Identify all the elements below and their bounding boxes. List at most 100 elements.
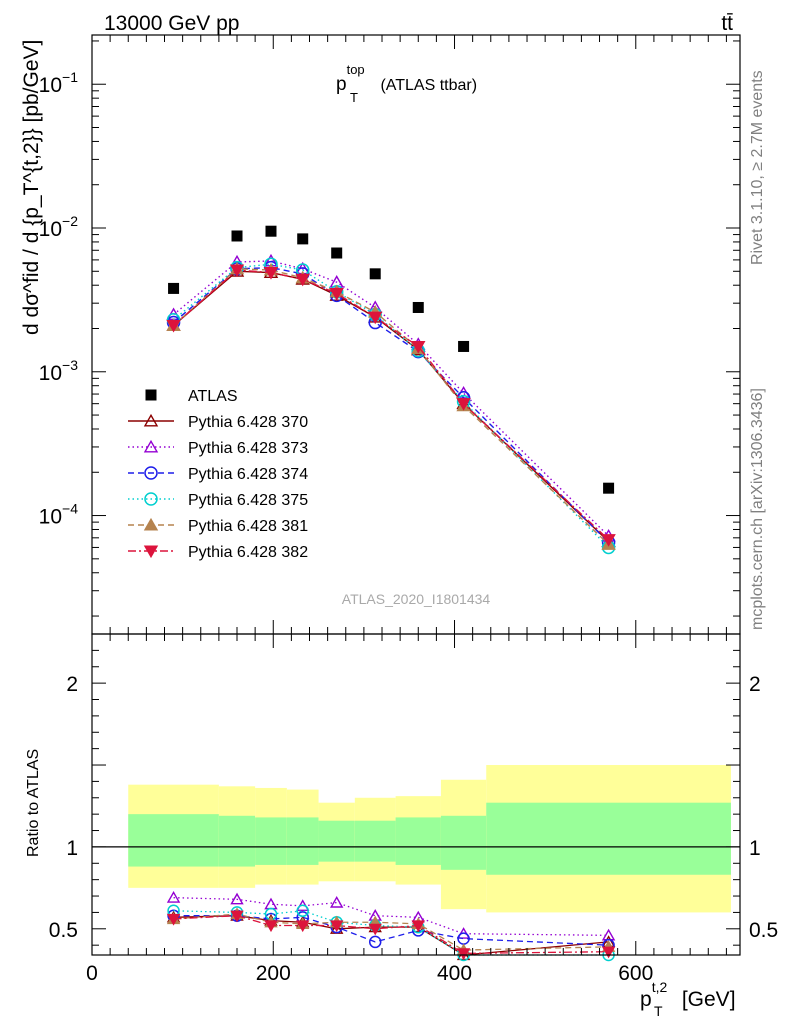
ratio-series-point xyxy=(368,923,382,936)
data-point xyxy=(458,340,470,352)
title-main: p xyxy=(336,74,347,95)
mcplots-label: mcplots.cern.ch [arXiv:1306.3436] xyxy=(749,388,766,630)
uncertainty-band-green xyxy=(354,820,396,862)
uncertainty-band-green xyxy=(395,817,441,865)
ratio-y-tick-label: 2 xyxy=(749,673,761,696)
ratio-y-tick-label: 0.5 xyxy=(49,919,78,942)
ratio-series-point xyxy=(329,920,344,933)
legend-label: Pythia 6.428 370 xyxy=(188,414,308,431)
series-point xyxy=(601,534,616,547)
data-point xyxy=(231,230,243,242)
data-point xyxy=(265,225,277,237)
series-point xyxy=(411,340,426,354)
y-tick-exponent: −1 xyxy=(62,69,78,85)
legend-marker xyxy=(144,466,158,480)
x-label-sub: T xyxy=(654,1003,663,1019)
x-tick-label: 0 xyxy=(86,962,98,985)
title-sup: top xyxy=(347,62,365,77)
ratio-y-tick-label: 1 xyxy=(66,837,78,860)
data-point xyxy=(168,282,180,294)
y-tick-label: 10−4 xyxy=(39,501,79,529)
y-tick-mantissa: 10 xyxy=(39,218,62,241)
ratio-series-point xyxy=(601,946,616,959)
uncertainty-band-green xyxy=(286,817,319,865)
series-point xyxy=(166,319,181,333)
x-label-sup: t,2 xyxy=(652,979,668,995)
legend-marker xyxy=(143,545,159,559)
legend-label: ATLAS xyxy=(188,388,238,405)
data-point xyxy=(369,268,381,280)
y-tick-exponent: −2 xyxy=(62,213,78,229)
legend-marker xyxy=(143,413,159,427)
uncertainty-band-green xyxy=(128,814,219,867)
ratio-y-tick-label: 0.5 xyxy=(749,919,778,942)
data-point xyxy=(331,247,343,259)
legend-marker xyxy=(143,439,159,453)
series-point xyxy=(295,273,310,287)
y-tick-mantissa: 10 xyxy=(39,506,62,529)
series-line xyxy=(173,266,610,543)
ratio-y-tick-label: 2 xyxy=(66,673,78,696)
y-tick-mantissa: 10 xyxy=(39,74,62,97)
legend-label: Pythia 6.428 373 xyxy=(188,440,308,457)
ratio-series-point xyxy=(296,920,310,933)
x-tick-label: 600 xyxy=(618,962,653,985)
legend-label: Pythia 6.428 375 xyxy=(188,492,308,509)
ratio-series-point xyxy=(166,913,181,926)
uncertainty-band-green xyxy=(318,820,355,862)
ratio-y-tick-label: 1 xyxy=(749,837,761,860)
title-rest: (ATLAS ttbar) xyxy=(376,77,477,94)
ratio-series-point xyxy=(329,895,344,908)
series-point xyxy=(368,311,383,325)
uncertainty-band-green xyxy=(255,817,287,865)
y-tick-label: 10−3 xyxy=(39,357,79,385)
y-tick-label: 10−2 xyxy=(39,213,79,241)
data-point xyxy=(603,482,615,494)
legend-label: Pythia 6.428 382 xyxy=(188,544,308,561)
y-axis-label: d dσ^fid / d {p_T^{t,2}} [pb/GeV] xyxy=(20,40,43,335)
x-tick-label: 200 xyxy=(256,962,291,985)
x-tick-label: 400 xyxy=(437,962,472,985)
y-tick-exponent: −4 xyxy=(62,501,78,517)
data-point xyxy=(297,233,309,245)
series-point xyxy=(329,288,344,301)
labels: 13000 GeV pp tt̄ Rivet 3.1.10, ≥ 2.7M ev… xyxy=(104,12,766,630)
data-point xyxy=(412,301,424,313)
legend-label: Pythia 6.428 381 xyxy=(188,518,308,535)
series-point xyxy=(263,267,279,280)
ratio-series-point xyxy=(296,904,309,918)
ratio-series-point xyxy=(368,935,382,949)
ratio-plot: 0.5 0.5 1 1 2 2 0 200 400 600 Ratio to ATLAS pt,2 T … xyxy=(25,633,778,1019)
rivet-label: Rivet 3.1.10, ≥ 2.7M events xyxy=(749,70,766,265)
plot-title: ptop T (ATLAS ttbar) xyxy=(336,62,477,105)
uncertainty-band-green xyxy=(218,815,256,867)
uncertainty-band-green xyxy=(440,815,487,870)
ratio-frame xyxy=(91,633,741,956)
ratio-series-line xyxy=(173,897,609,936)
legend-marker xyxy=(145,389,157,401)
ratio-series-point xyxy=(411,920,425,933)
ratio-series-point xyxy=(456,948,471,960)
x-label-rest: [GeV] xyxy=(676,988,736,1011)
x-axis-label: pt,2 T [GeV] xyxy=(640,979,736,1019)
ratio-y-axis-label: Ratio to ATLAS xyxy=(25,749,42,857)
series-point xyxy=(456,398,471,411)
ratio-series-point xyxy=(264,920,278,933)
ratio-series-point xyxy=(166,891,181,903)
ratio-series-point xyxy=(264,897,278,910)
ratio-series-point xyxy=(230,892,244,905)
y-tick-label: 10−1 xyxy=(39,69,79,97)
legend-marker xyxy=(143,517,159,531)
uncertainty-band-green xyxy=(486,802,731,875)
analysis-label: ATLAS_2020_I1801434 xyxy=(342,591,491,607)
process-label: 13000 GeV pp xyxy=(104,12,239,35)
series-point xyxy=(229,264,245,278)
y-tick-mantissa: 10 xyxy=(39,362,62,385)
series-line xyxy=(173,260,610,537)
channel-label: tt̄ xyxy=(721,12,733,35)
title-sub: T xyxy=(350,90,358,105)
y-tick-exponent: −3 xyxy=(62,357,78,373)
legend-label: Pythia 6.428 374 xyxy=(188,466,308,483)
